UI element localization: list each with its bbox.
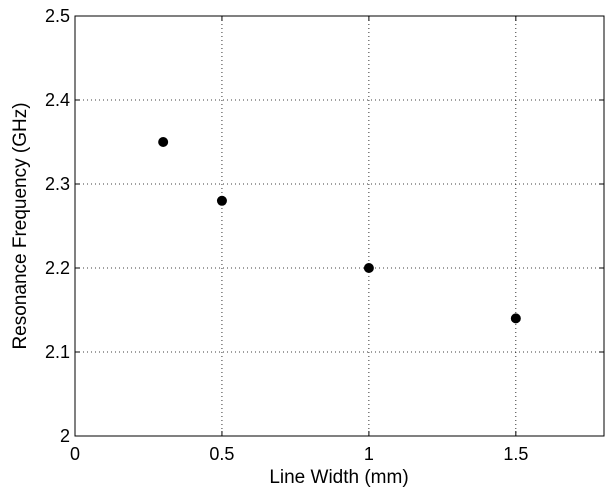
axis-ticks: 0 0.5 1 1.5 2 2.1 2.2 2.3 2.4 2.5 (45, 6, 604, 464)
data-point (216, 195, 227, 206)
y-tick-label: 2.1 (45, 342, 70, 362)
y-tick-label: 2.5 (45, 6, 70, 26)
data-points (158, 137, 521, 324)
x-axis-label: Line Width (mm) (269, 467, 408, 488)
y-tick-label: 2.3 (45, 174, 70, 194)
y-axis-label: Resonance Frequency (GHz) (10, 102, 31, 349)
x-tick-label: 0.5 (209, 444, 234, 464)
grid-lines (75, 16, 604, 436)
x-tick-label: 1.5 (503, 444, 528, 464)
x-tick-label: 0 (70, 444, 80, 464)
data-point (363, 263, 374, 273)
y-tick-label: 2.2 (45, 258, 70, 278)
y-tick-label: 2.4 (45, 90, 70, 110)
plot-area-frame (74, 15, 605, 437)
data-point (158, 137, 169, 147)
y-tick-label: 2 (60, 426, 70, 446)
data-point (510, 313, 521, 324)
x-tick-label: 1 (364, 444, 374, 464)
